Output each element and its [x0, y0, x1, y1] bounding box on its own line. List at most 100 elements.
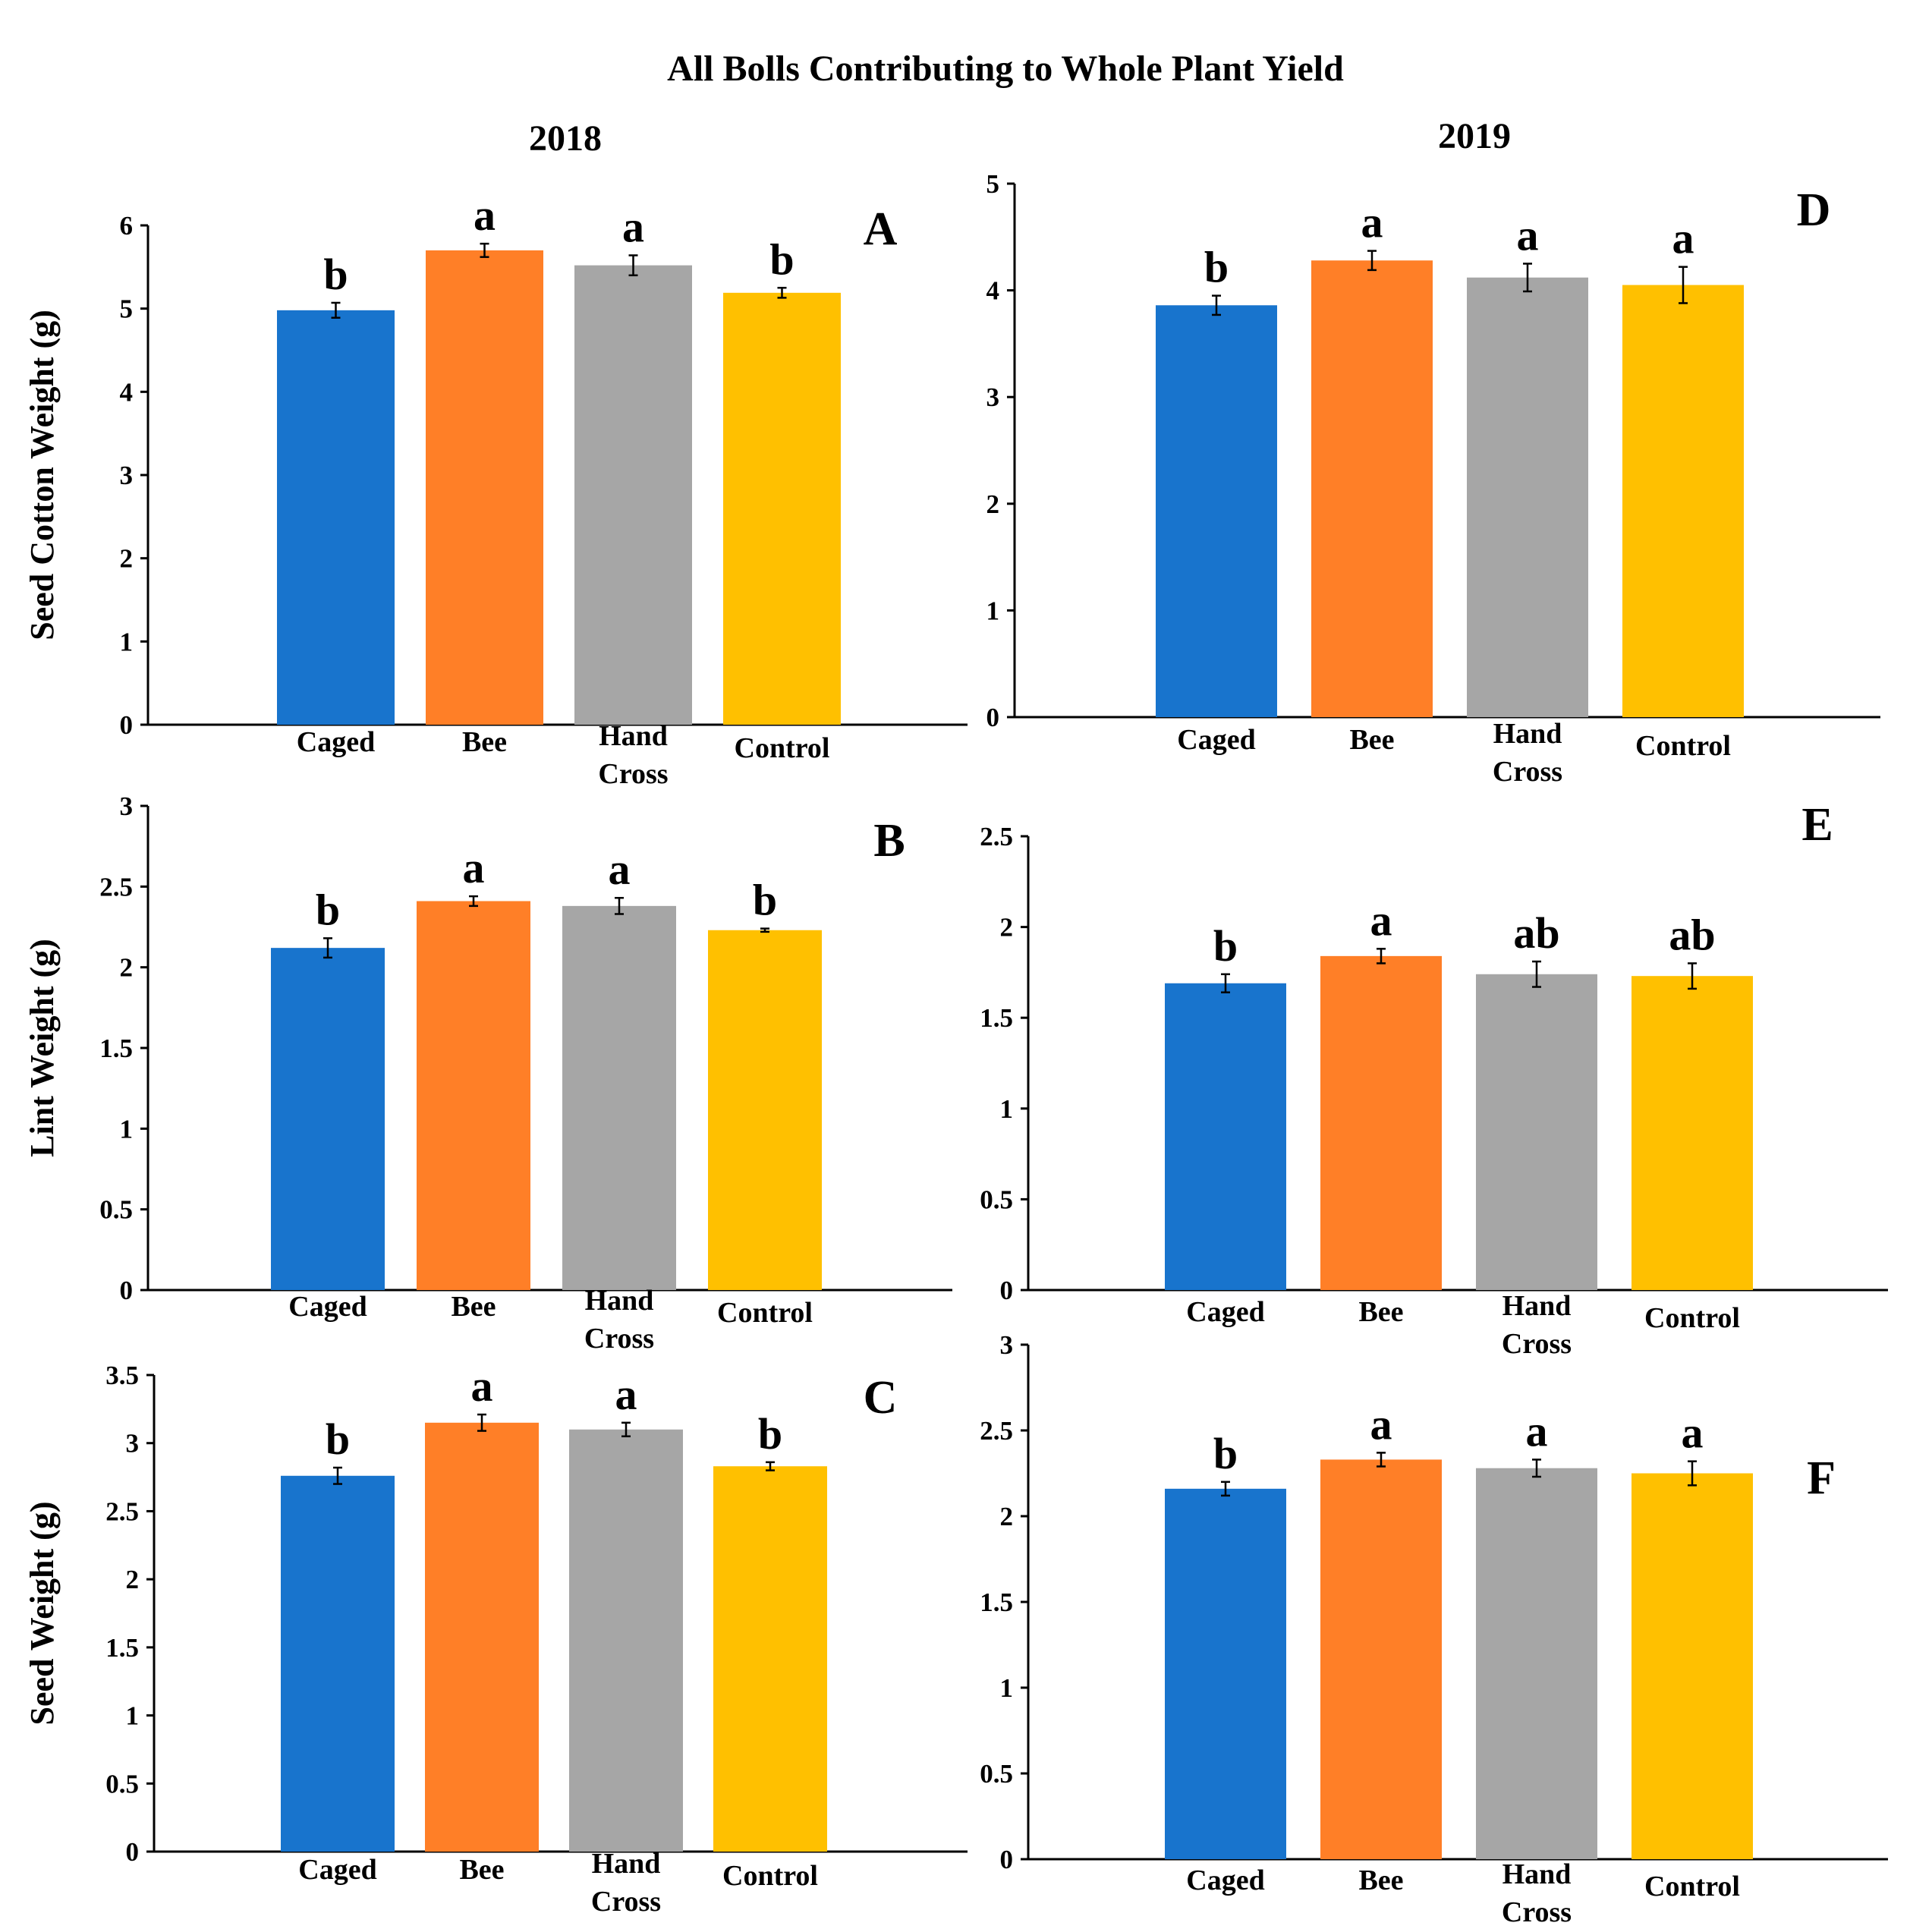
y-tick-label: 2: [1000, 1502, 1014, 1531]
significance-label: b: [769, 234, 794, 284]
panel-letter: F: [1807, 1452, 1836, 1504]
y-tick-label: 0.5: [99, 1195, 133, 1225]
bar-hand-cross: [1476, 974, 1597, 1290]
bar-bee: [1320, 955, 1442, 1290]
y-tick-label: 1: [120, 1114, 134, 1144]
panel-letter: A: [864, 203, 898, 255]
y-tick-label: 1.5: [980, 1003, 1013, 1033]
y-tick-label: 3: [120, 461, 134, 490]
error-bar-hand-cross: [615, 896, 624, 915]
bar-caged: [1165, 1488, 1286, 1859]
y-tick-label: 2.5: [980, 1416, 1013, 1446]
error-bar-hand-cross: [1532, 960, 1541, 988]
panel-d: 0 1 2 3 4 5 b Caged a Bee a Hand Cross a Control D: [986, 169, 1880, 788]
significance-label: a: [622, 202, 644, 251]
bar-control: [723, 292, 841, 725]
x-category-label-caged: Caged: [298, 1854, 376, 1886]
y-tick-label: 2: [1000, 913, 1014, 942]
significance-label: b: [758, 1409, 782, 1459]
error-bar-control: [1679, 266, 1688, 304]
bar-hand-cross: [1476, 1468, 1597, 1859]
y-tick-label: 1: [986, 596, 1000, 625]
error-bar-hand-cross: [1523, 263, 1532, 293]
panel-b: 0 0.5 1 1.5 2 2.5 3 Lint Weight (g) b Caged a Bee a H…: [24, 791, 952, 1355]
bar-caged: [1156, 305, 1277, 717]
y-axis-label: Seed Weight (g): [24, 1502, 61, 1726]
error-bar-caged: [331, 301, 341, 319]
significance-label: a: [1526, 1406, 1548, 1455]
significance-label: b: [326, 1414, 350, 1464]
significance-label: a: [471, 1361, 493, 1411]
error-bar-caged: [323, 937, 332, 959]
y-tick-label: 1: [126, 1701, 140, 1731]
bar-control: [708, 930, 822, 1290]
x-category-label-caged: Caged: [1186, 1296, 1264, 1328]
y-tick-label: 6: [120, 211, 134, 241]
significance-label: ab: [1513, 908, 1559, 958]
error-bar-bee: [1367, 250, 1377, 272]
y-axis-label: Seed Cotton Weight (g): [24, 310, 61, 640]
error-bar-hand-cross: [1532, 1459, 1541, 1478]
error-bar-bee: [469, 895, 478, 908]
y-tick-label: 0: [120, 1276, 134, 1305]
x-category-label-caged: Caged: [297, 726, 375, 758]
panel-a: 0 1 2 3 4 5 6 Seed Cotton Weight (g) b Caged a Bee a…: [24, 190, 968, 790]
bar-bee: [1320, 1459, 1442, 1859]
error-bar-bee: [477, 1413, 486, 1432]
bar-bee: [417, 901, 530, 1290]
bar-caged: [271, 948, 385, 1290]
significance-label: b: [323, 250, 348, 299]
y-tick-label: 2: [120, 544, 134, 574]
significance-label: b: [1213, 921, 1238, 971]
y-tick-label: 3: [986, 382, 1000, 412]
x-category-label-bee: Bee: [451, 1291, 496, 1323]
y-axis-label: Lint Weight (g): [24, 939, 61, 1157]
x-category-label-bee: Bee: [1349, 724, 1394, 756]
y-tick-label: 2.5: [105, 1496, 139, 1526]
x-category-label-hand-cross: Hand Cross: [591, 1848, 661, 1918]
bar-caged: [1165, 983, 1286, 1290]
panel-letter: E: [1801, 799, 1833, 851]
significance-label: a: [1370, 895, 1392, 945]
significance-label: b: [1213, 1429, 1238, 1478]
bar-control: [1632, 1473, 1753, 1859]
y-tick-label: 0: [126, 1837, 140, 1867]
x-category-label-hand-cross: Hand Cross: [598, 720, 668, 790]
significance-label: a: [609, 845, 631, 894]
bar-bee: [426, 250, 543, 725]
significance-label: a: [1517, 210, 1539, 260]
significance-label: a: [474, 190, 496, 240]
y-tick-label: 3: [1000, 1330, 1014, 1360]
y-tick-label: 1.5: [980, 1588, 1013, 1617]
significance-label: b: [1204, 243, 1229, 292]
y-tick-label: 3: [120, 791, 134, 821]
y-tick-label: 4: [986, 276, 1000, 306]
x-category-label-control: Control: [722, 1860, 818, 1892]
y-tick-label: 2.5: [99, 872, 133, 902]
error-bar-control: [760, 927, 769, 933]
y-tick-label: 5: [986, 169, 1000, 199]
x-category-label-control: Control: [735, 732, 830, 764]
significance-label: a: [1672, 214, 1694, 263]
x-category-label-hand-cross: Hand Cross: [584, 1285, 654, 1355]
x-category-label-bee: Bee: [1358, 1864, 1403, 1896]
significance-label: b: [753, 876, 777, 925]
x-category-label-control: Control: [717, 1297, 813, 1329]
y-tick-label: 3: [126, 1429, 140, 1459]
y-tick-label: 1.5: [105, 1633, 139, 1663]
panel-letter: D: [1797, 184, 1831, 236]
x-category-label-bee: Bee: [459, 1854, 504, 1886]
panel-letter: B: [873, 815, 905, 867]
x-category-label-control: Control: [1644, 1871, 1740, 1902]
x-category-label-hand-cross: Hand Cross: [1502, 1290, 1572, 1360]
error-bar-hand-cross: [628, 254, 638, 277]
y-tick-label: 2.5: [980, 822, 1013, 851]
x-category-label-caged: Caged: [1186, 1864, 1264, 1896]
x-category-label-caged: Caged: [1177, 724, 1255, 756]
error-bar-hand-cross: [621, 1421, 631, 1437]
y-tick-label: 0.5: [105, 1769, 139, 1798]
y-tick-label: 0: [986, 703, 1000, 732]
x-category-label-caged: Caged: [288, 1291, 367, 1323]
x-category-label-control: Control: [1635, 730, 1731, 762]
